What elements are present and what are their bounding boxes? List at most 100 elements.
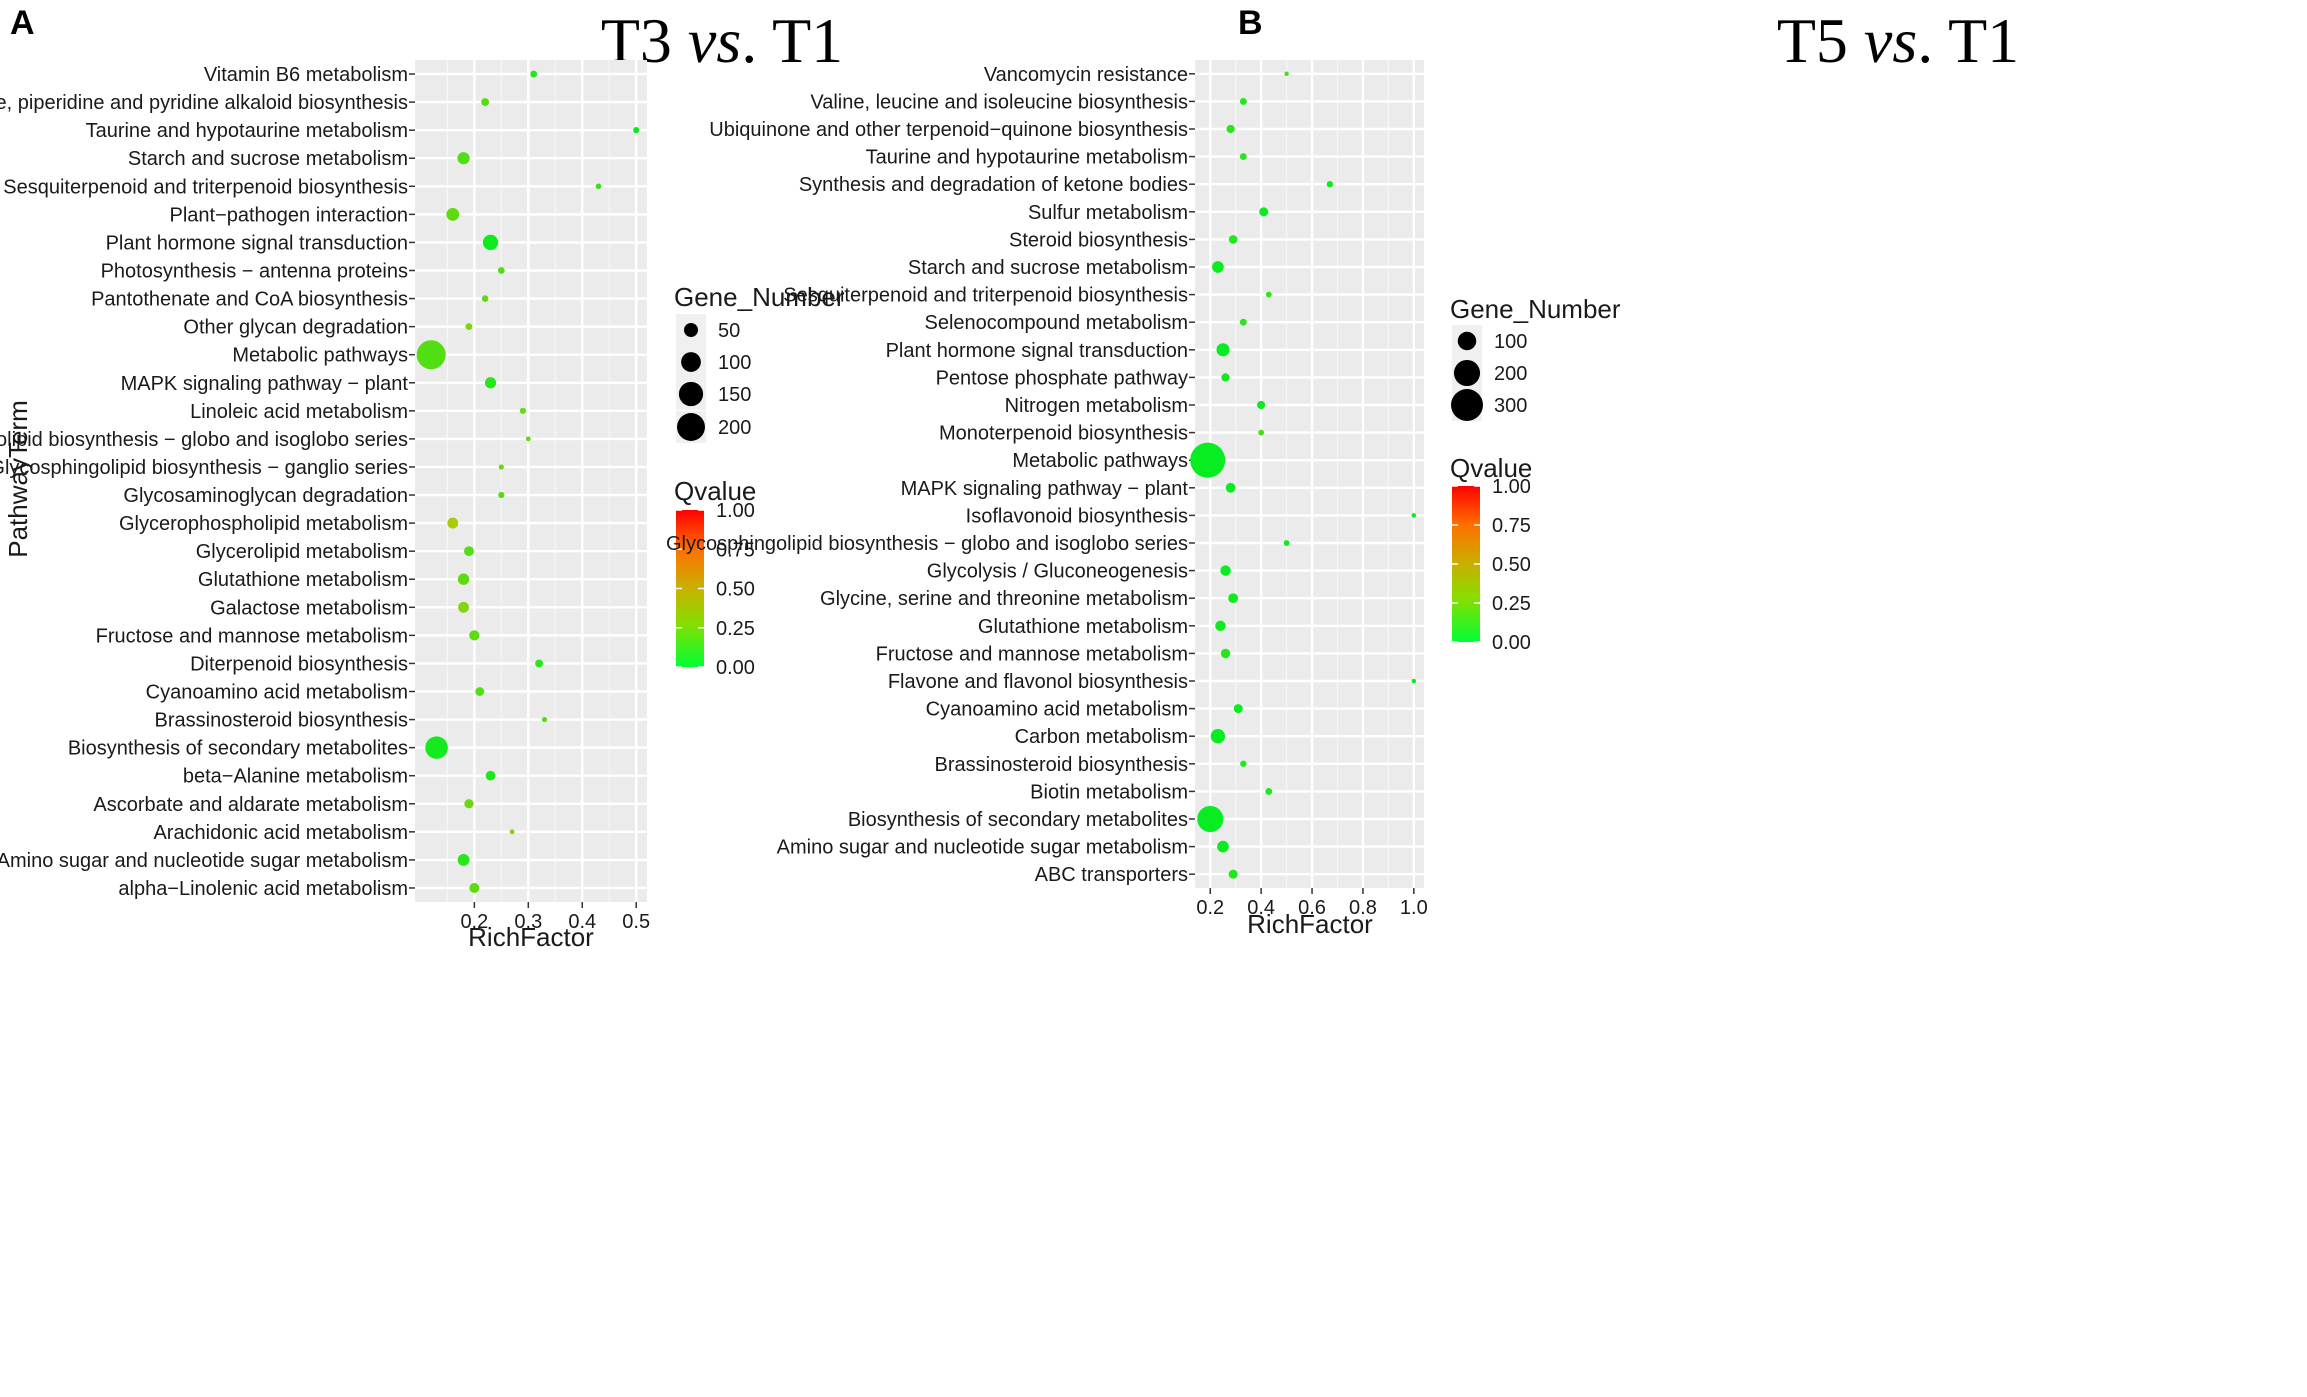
- color-legend-label: 1.00: [716, 500, 755, 522]
- bubble-a-17: [464, 546, 474, 557]
- bubble-b-1: [1239, 97, 1247, 105]
- plot-panel-b: [1195, 60, 1424, 888]
- bubble-b-13: [1258, 429, 1265, 436]
- bubble-b-18: [1220, 565, 1231, 576]
- bubble-a-28: [457, 853, 470, 866]
- pathway-label: Glycine, serine and threonine metabolism: [820, 588, 1188, 610]
- color-legend-label: 0.00: [716, 657, 755, 679]
- pathway-label: Vancomycin resistance: [984, 64, 1188, 86]
- bubble-b-8: [1265, 291, 1272, 298]
- panel-label-b: B: [1238, 4, 1263, 42]
- pathway-label: alpha−Linolenic acid metabolism: [118, 878, 408, 900]
- pathway-label: Glutathione metabolism: [198, 569, 408, 591]
- bubble-a-18: [457, 573, 470, 585]
- bubble-a-5: [446, 207, 460, 221]
- bubble-a-29: [469, 883, 480, 893]
- bubble-b-5: [1259, 207, 1269, 217]
- bubble-a-7: [497, 267, 505, 274]
- bubble-a-23: [541, 716, 548, 723]
- bubble-b-10: [1216, 343, 1230, 357]
- bubble-b-19: [1228, 593, 1239, 604]
- x-tick-label: 0.2: [460, 911, 488, 933]
- bubble-a-2: [633, 127, 640, 134]
- bubble-b-21: [1220, 648, 1231, 659]
- pathway-label: Diterpenoid biosynthesis: [190, 653, 408, 675]
- x-axis-title: RichFactor: [1247, 909, 1373, 939]
- pathway-label: Valine, leucine and isoleucine biosynthe…: [810, 91, 1188, 113]
- size-legend-label: 50: [718, 320, 740, 342]
- bubble-b-25: [1240, 760, 1247, 767]
- bubble-chart-a: Vitamin B6 metabolism Tropane, piperidine…: [0, 60, 845, 952]
- x-tick-label: 0.6: [1298, 897, 1326, 919]
- pathway-label: Starch and sucrose metabolism: [908, 257, 1188, 279]
- bubble-b-4: [1326, 181, 1334, 188]
- plot-panel-a: [415, 60, 647, 902]
- bubble-b-7: [1212, 261, 1224, 273]
- bubble-a-13: [525, 436, 531, 442]
- bubble-b-2: [1226, 124, 1235, 134]
- size-legend-dot-a-1: [681, 352, 701, 372]
- pathway-label: Cyanoamino acid metabolism: [926, 699, 1188, 721]
- pathway-label: Glycosphingolipid biosynthesis − globo a…: [0, 429, 408, 451]
- color-legend-title: Qvalue: [1450, 453, 1532, 483]
- color-legend-title: Qvalue: [674, 476, 756, 506]
- pathway-label: Ubiquinone and other terpenoid−quinone b…: [709, 119, 1188, 141]
- bubble-a-11: [484, 377, 497, 389]
- bubble-a-21: [535, 659, 544, 668]
- pathway-label: Glycolysis / Gluconeogenesis: [927, 561, 1188, 583]
- x-tick-label: 0.5: [622, 911, 650, 933]
- bubble-a-6: [482, 234, 499, 251]
- bubble-b-20: [1215, 620, 1226, 632]
- color-legend-label: 0.25: [716, 618, 755, 640]
- pathway-label: Sulfur metabolism: [1028, 202, 1188, 224]
- size-legend-dot-b-0: [1457, 331, 1477, 351]
- size-legend-label: 150: [718, 384, 751, 406]
- bubble-b-28: [1217, 840, 1229, 853]
- pathway-label: Galactose metabolism: [210, 597, 408, 619]
- pathway-label: Brassinosteroid biosynthesis: [935, 754, 1188, 776]
- size-legend-dot-a-0: [684, 323, 698, 337]
- bubble-b-16: [1411, 513, 1417, 518]
- bubble-b-6: [1228, 235, 1238, 244]
- bubble-a-10: [416, 340, 446, 370]
- pathway-label: Glycerolipid metabolism: [196, 541, 408, 563]
- x-tick-label: 0.3: [514, 911, 542, 933]
- size-legend-dot-b-2: [1451, 389, 1483, 421]
- bubble-a-20: [469, 630, 480, 641]
- x-tick-label: 0.8: [1349, 897, 1377, 919]
- pathway-label: Biosynthesis of secondary metabolites: [848, 809, 1188, 831]
- size-legend-label: 100: [718, 352, 751, 374]
- pathway-label: Sesquiterpenoid and triterpenoid biosynt…: [3, 176, 408, 198]
- pathway-label: Glycosphingolipid biosynthesis − ganglio…: [0, 457, 408, 479]
- pathway-label: Glycosaminoglycan degradation: [123, 485, 408, 507]
- pathway-label: Amino sugar and nucleotide sugar metabol…: [777, 837, 1188, 859]
- bubble-b-15: [1225, 482, 1236, 493]
- pathway-label: Amino sugar and nucleotide sugar metabol…: [0, 850, 408, 872]
- pathway-label: Plant−pathogen interaction: [169, 204, 408, 226]
- bubble-b-12: [1257, 400, 1266, 410]
- chart-title-b: T5 vs. T1: [1777, 5, 2019, 76]
- pathway-label: Starch and sucrose metabolism: [128, 148, 408, 170]
- bubble-b-29: [1228, 869, 1238, 879]
- bubble-b-0: [1284, 71, 1289, 77]
- pathway-label: MAPK signaling pathway − plant: [901, 478, 1189, 500]
- pathway-label: Ascorbate and aldarate metabolism: [93, 794, 408, 816]
- y-axis-title: PathwayTerm: [3, 400, 33, 558]
- x-tick-label: 0.4: [1247, 897, 1275, 919]
- pathway-label: Nitrogen metabolism: [1005, 395, 1188, 417]
- pathway-label: Pantothenate and CoA biosynthesis: [91, 289, 408, 311]
- pathway-label: Steroid biosynthesis: [1009, 229, 1188, 251]
- pathway-label: Vitamin B6 metabolism: [204, 64, 408, 86]
- bubble-a-1: [481, 98, 490, 107]
- bubble-chart-b: Vancomycin resistance Valine, leucine and…: [666, 60, 1621, 939]
- pathway-label: ABC transporters: [1035, 864, 1188, 886]
- bubble-b-11: [1221, 373, 1230, 382]
- pathway-label: Taurine and hypotaurine metabolism: [866, 147, 1188, 169]
- bubble-a-26: [464, 799, 474, 809]
- bubble-a-27: [509, 829, 515, 835]
- pathway-label: Metabolic pathways: [232, 345, 408, 367]
- bubble-a-3: [457, 152, 470, 165]
- bubble-a-22: [475, 687, 485, 696]
- pathway-label: Carbon metabolism: [1015, 726, 1188, 748]
- bubble-b-27: [1197, 805, 1224, 833]
